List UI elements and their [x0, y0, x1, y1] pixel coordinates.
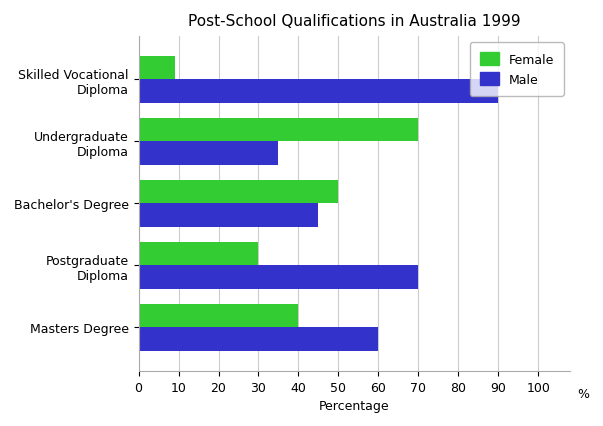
Legend: Female, Male: Female, Male — [470, 43, 564, 97]
Bar — [139, 204, 318, 227]
Bar — [139, 242, 259, 266]
X-axis label: Percentage: Percentage — [319, 399, 390, 412]
Bar — [139, 328, 378, 351]
Bar — [139, 118, 418, 142]
Bar — [139, 57, 175, 80]
Bar — [139, 142, 279, 166]
Bar — [139, 266, 418, 289]
Bar — [139, 80, 498, 104]
Bar — [139, 304, 298, 328]
Bar — [139, 181, 338, 204]
Text: %: % — [577, 388, 589, 400]
Title: Post-School Qualifications in Australia 1999: Post-School Qualifications in Australia … — [188, 14, 521, 29]
